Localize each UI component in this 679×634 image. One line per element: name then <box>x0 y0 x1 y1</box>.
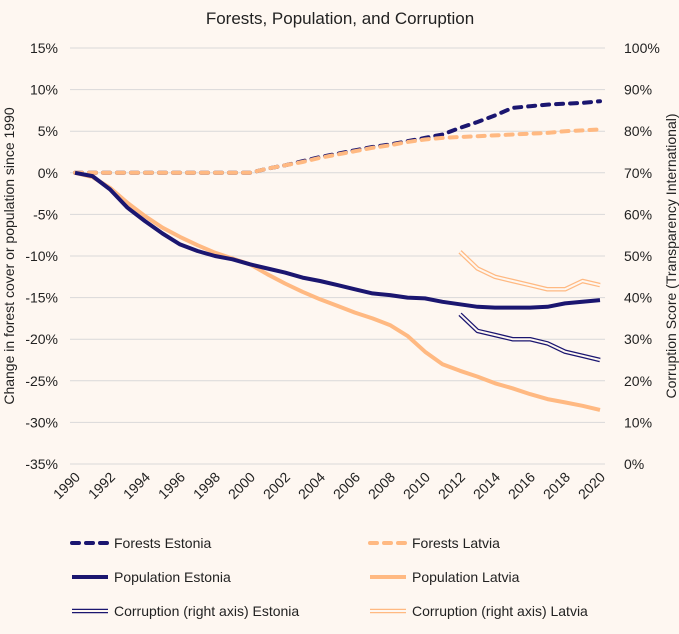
x-tick-label: 2012 <box>435 469 468 502</box>
y-tick-label-right: 90% <box>624 82 652 98</box>
legend-item: Corruption (right axis) Latvia <box>370 603 588 619</box>
x-tick-label: 1998 <box>190 469 223 502</box>
y-tick-label-left: -5% <box>33 206 58 222</box>
y-tick-label-right: 60% <box>624 206 652 222</box>
legend-label: Corruption (right axis) Estonia <box>114 603 299 619</box>
y-tick-label-left: -15% <box>25 290 58 306</box>
x-tick-label: 2002 <box>260 469 293 502</box>
y-tick-label-right: 80% <box>624 123 652 139</box>
x-tick-label: 1996 <box>155 469 188 502</box>
series-line-inner <box>459 313 601 361</box>
legend-item: Population Estonia <box>72 569 231 585</box>
x-tick-label: 2020 <box>575 469 608 502</box>
x-tick-label: 1994 <box>120 469 153 502</box>
series-forests-estonia <box>73 99 602 175</box>
legend-label: Population Estonia <box>114 569 231 585</box>
chart-title: Forests, Population, and Corruption <box>206 9 474 28</box>
x-tick-label: 2014 <box>470 469 503 502</box>
y-tick-label-right: 50% <box>624 248 652 264</box>
legend-item: Forests Latvia <box>368 535 500 551</box>
x-tick-label: 2008 <box>365 469 398 502</box>
y-axis-label-right: Corruption Score (Transparency Internati… <box>663 113 679 398</box>
y-tick-label-left: 0% <box>38 165 58 181</box>
y-tick-label-right: 0% <box>624 456 644 472</box>
y-tick-label-right: 40% <box>624 290 652 306</box>
series-line <box>73 99 602 175</box>
y-tick-label-right: 100% <box>624 40 660 56</box>
y-tick-label-left: -20% <box>25 331 58 347</box>
y-tick-label-left: -25% <box>25 373 58 389</box>
series-line <box>74 170 601 310</box>
series-line-inner <box>459 251 601 291</box>
y-axis-label-left: Change in forest cover or population sin… <box>1 107 17 405</box>
series-forests-latvia <box>73 127 602 175</box>
x-tick-label: 2016 <box>505 469 538 502</box>
series-population-estonia <box>74 170 601 310</box>
series-corruption-right-axis-latvia <box>458 250 601 292</box>
y-tick-label-right: 30% <box>624 331 652 347</box>
x-tick-label: 2006 <box>330 469 363 502</box>
x-tick-label: 2004 <box>295 469 328 502</box>
legend-item: Forests Estonia <box>70 535 211 551</box>
y-tick-label-right: 20% <box>624 373 652 389</box>
series-line <box>73 127 602 175</box>
x-tick-label: 2010 <box>400 469 433 502</box>
legend-item: Corruption (right axis) Estonia <box>72 603 299 619</box>
y-tick-label-left: -35% <box>25 456 58 472</box>
x-tick-label: 1990 <box>50 469 83 502</box>
legend-label: Corruption (right axis) Latvia <box>412 603 588 619</box>
y-tick-label-left: 10% <box>30 82 58 98</box>
series-population-latvia <box>74 170 601 412</box>
y-tick-label-right: 70% <box>624 165 652 181</box>
series-corruption-right-axis-estonia <box>458 312 601 363</box>
series-line-outer <box>458 312 601 363</box>
x-tick-label: 2000 <box>225 469 258 502</box>
legend-item: Population Latvia <box>370 569 520 585</box>
y-tick-label-left: 5% <box>38 123 58 139</box>
y-tick-label-left: -30% <box>25 414 58 430</box>
legend-label: Forests Latvia <box>412 535 500 551</box>
series-line <box>74 170 601 412</box>
y-tick-label-left: 15% <box>30 40 58 56</box>
y-tick-label-left: -10% <box>25 248 58 264</box>
legend-label: Population Latvia <box>412 569 520 585</box>
x-tick-label: 2018 <box>540 469 573 502</box>
legend-label: Forests Estonia <box>114 535 211 551</box>
y-tick-label-right: 10% <box>624 414 652 430</box>
x-tick-label: 1992 <box>85 469 118 502</box>
